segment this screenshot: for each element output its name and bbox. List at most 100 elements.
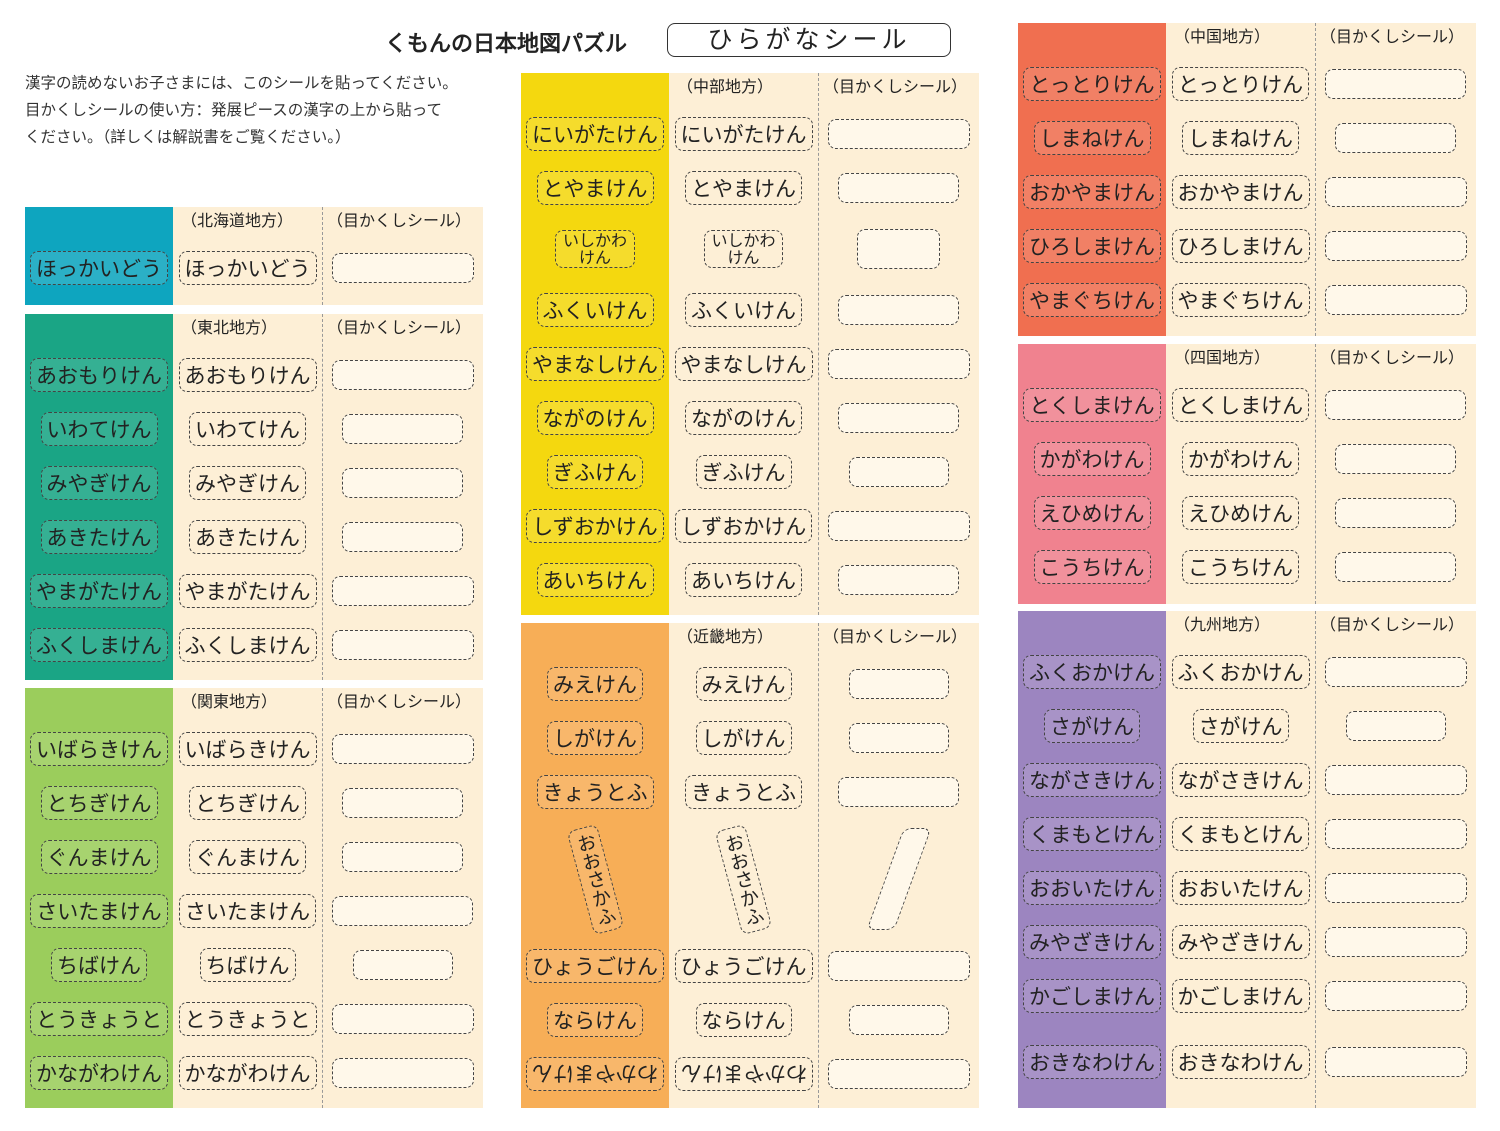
cell: ほっかいどう (173, 241, 322, 295)
item-row: あいちけん あいちけん (521, 553, 979, 607)
region-header: （北海道地方） （目かくしシール） (25, 207, 483, 241)
cell: わかやまけん (669, 1047, 818, 1101)
sticker: とちぎけん (40, 786, 158, 820)
cell: ぎふけん (521, 445, 669, 499)
sticker: やまぐちけん (1023, 283, 1161, 317)
region-heading: （四国地方） (1174, 348, 1271, 367)
sticker: いしかわけん (703, 230, 784, 268)
sticker: ほっかいどう (30, 251, 168, 285)
blank-sticker (848, 1005, 949, 1035)
cell: ふくおかけん (1018, 645, 1166, 699)
region: （中国地方） （目かくしシール） とっとりけん とっとりけん しまねけん しまねけん おかや… (1018, 23, 1476, 336)
sticker: ならけん (547, 1003, 643, 1037)
sticker: しがけん (547, 721, 643, 755)
divider (1315, 23, 1316, 336)
cell: さいたまけん (25, 884, 173, 938)
cell: やまぐちけん (1018, 273, 1166, 327)
cell: しずおかけん (521, 499, 669, 553)
region: （九州地方） （目かくしシール） ふくおかけん ふくおかけん さがけん さがけん ながさきけ… (1018, 611, 1476, 1108)
cell: ぐんまけん (25, 830, 173, 884)
sticker: おかやまけん (1023, 175, 1161, 209)
cell (818, 1047, 979, 1101)
region: （北海道地方） （目かくしシール） ほっかいどう ほっかいどう (25, 207, 483, 305)
cell: ながさきけん (1166, 753, 1315, 807)
cell (1315, 1023, 1476, 1100)
sticker: ほっかいどう (178, 251, 317, 285)
cell: あいちけん (669, 553, 818, 607)
divider (322, 314, 323, 680)
sticker: おおさかふ (566, 823, 624, 935)
cell: あおもりけん (25, 348, 173, 402)
blank-sticker (1324, 981, 1467, 1011)
sticker: みえけん (695, 667, 792, 701)
cell (818, 657, 979, 711)
sticker: みやぎけん (40, 466, 158, 500)
blank-sticker (332, 896, 473, 926)
cell: こうちけん (1018, 540, 1166, 594)
sticker: しずおかけん (526, 509, 664, 543)
cell: ちばけん (25, 938, 173, 992)
sticker: かごしまけん (1171, 979, 1310, 1013)
region-color (1018, 344, 1166, 604)
cell (818, 819, 979, 939)
region-color (521, 623, 669, 1108)
blank-sticker (331, 360, 474, 390)
blank-sticker (342, 414, 463, 444)
cell: ながさきけん (1018, 753, 1166, 807)
sticker: しがけん (695, 721, 792, 755)
blank-heading: （目かくしシール） (327, 692, 472, 711)
blank-heading: （目かくしシール） (1320, 348, 1465, 367)
cell (322, 992, 483, 1046)
sticker: おおいたけん (1171, 871, 1310, 905)
blank-sticker (1324, 873, 1467, 903)
blank-sticker (1325, 69, 1466, 99)
sticker: おきなわけん (1023, 1044, 1161, 1079)
blank-sticker (838, 403, 959, 433)
region-color (1018, 611, 1166, 1108)
sticker: こうちけん (1033, 550, 1151, 584)
sticker: とやまけん (536, 171, 654, 205)
blank-sticker (827, 349, 970, 379)
sticker: ぎふけん (547, 455, 643, 489)
item-row: いしかわけん いしかわけん (521, 215, 979, 283)
cell (818, 337, 979, 391)
blank-sticker (331, 253, 474, 283)
blank-sticker (1324, 657, 1467, 687)
item-row: しずおかけん しずおかけん (521, 499, 979, 553)
cell (1315, 486, 1476, 540)
intro: 漢字の読めないお子さまには、このシールを貼ってください。 目かくしシールの使い方：… (25, 70, 458, 151)
item-row: ひょうごけん ひょうごけん (521, 939, 979, 993)
sticker: わかやまけん (526, 1057, 664, 1091)
cell: おかやまけん (1166, 165, 1315, 219)
sticker: みやざきけん (1171, 925, 1310, 959)
divider (818, 623, 819, 1108)
region-color (25, 688, 173, 1108)
sticker: いばらきけん (178, 732, 317, 766)
region-heading: （九州地方） (1174, 615, 1271, 634)
cell (322, 722, 483, 776)
sticker: かながわけん (30, 1056, 168, 1090)
item-row: えひめけん えひめけん (1018, 486, 1476, 540)
cell: くまもとけん (1166, 807, 1315, 861)
sticker: やまなしけん (526, 347, 664, 381)
item-row: きょうとふ きょうとふ (521, 765, 979, 819)
region-color (521, 73, 669, 615)
blank-sticker (1324, 1046, 1467, 1077)
cell: みやざきけん (1166, 915, 1315, 969)
cell: しずおかけん (669, 499, 818, 553)
sticker: おきなわけん (1171, 1044, 1310, 1079)
cell: ほっかいどう (25, 241, 173, 295)
item-row: いわてけん いわてけん (25, 402, 483, 456)
blank-sticker (838, 173, 959, 203)
cell (818, 711, 979, 765)
cell: かながわけん (173, 1046, 322, 1100)
cell: やまがたけん (173, 564, 322, 618)
cell: きょうとふ (669, 765, 818, 819)
blank-sticker (342, 788, 463, 818)
cell: いばらきけん (25, 722, 173, 776)
sticker: あきたけん (40, 520, 158, 554)
item-row: ぎふけん ぎふけん (521, 445, 979, 499)
region: （近畿地方） （目かくしシール） みえけん みえけん しがけん しがけん きょうとふ きょうと… (521, 623, 979, 1108)
blank-sticker (1324, 285, 1467, 315)
cell (322, 510, 483, 564)
